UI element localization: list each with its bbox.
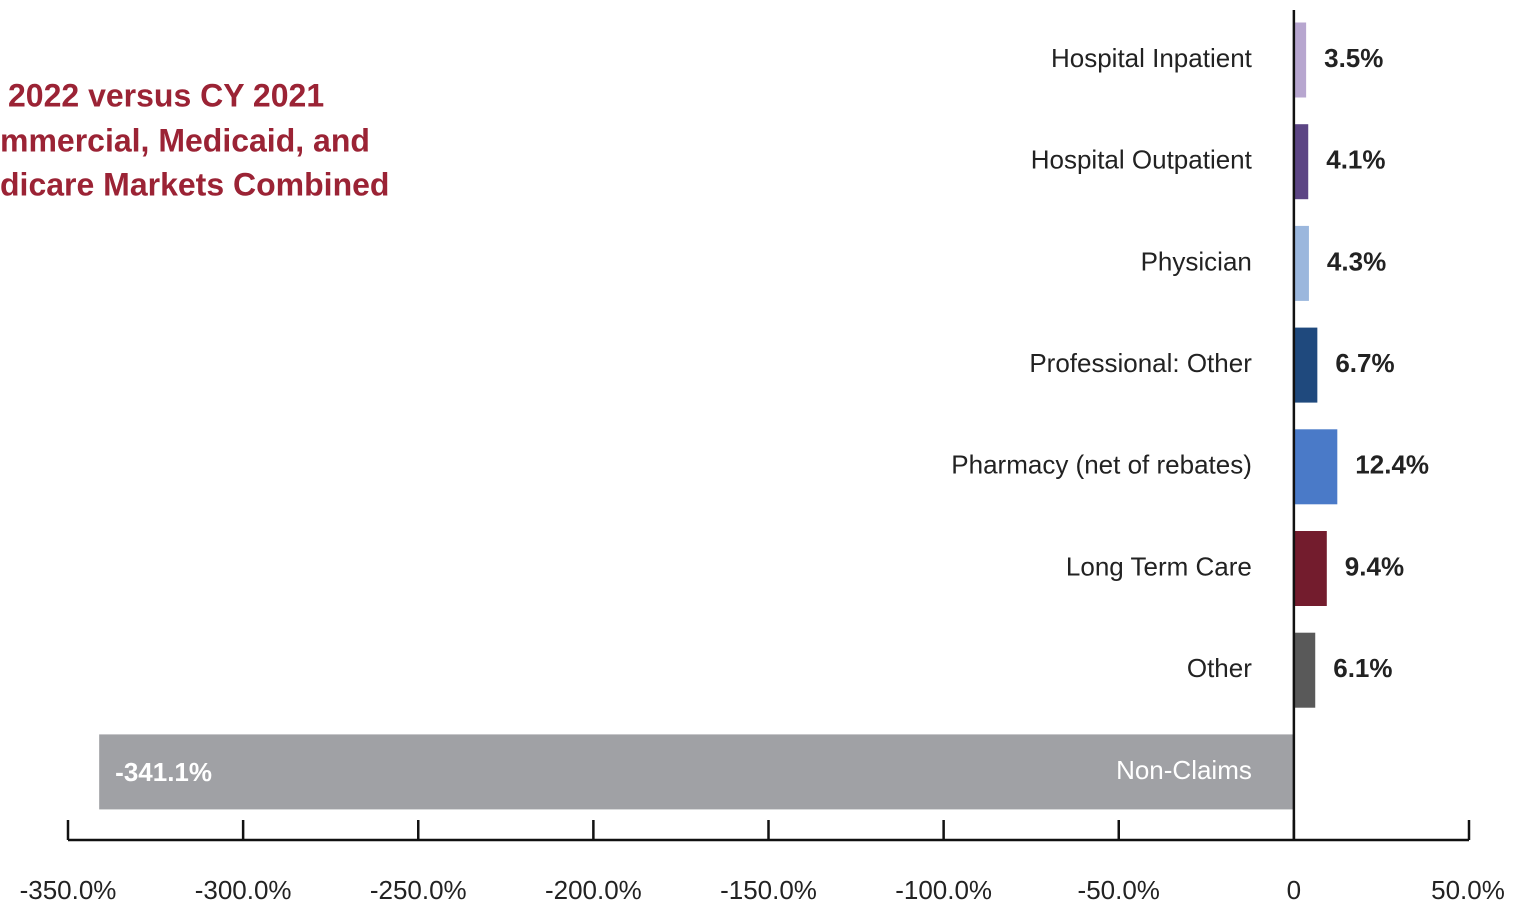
value-label: 3.5%: [1324, 43, 1383, 73]
x-tick-label: -50.0%: [1078, 875, 1160, 905]
value-label: 12.4%: [1355, 450, 1429, 480]
category-label: Hospital Inpatient: [1051, 43, 1253, 73]
x-tick-label: -300.0%: [195, 875, 292, 905]
category-label: Non-Claims: [1116, 755, 1252, 785]
chart-title: 2022 versus CY 2021: [8, 77, 324, 113]
value-label: 4.3%: [1327, 246, 1386, 276]
x-tick-label: 50.0%: [1431, 875, 1505, 905]
value-label: -341.1%: [115, 757, 212, 787]
value-label: 4.1%: [1326, 145, 1385, 175]
bar: [1293, 531, 1327, 606]
x-tick-label: 0: [1287, 875, 1301, 905]
bar: [99, 734, 1294, 810]
x-tick-label: -150.0%: [720, 875, 817, 905]
bar: [1293, 124, 1309, 200]
x-tick-label: -250.0%: [370, 875, 467, 905]
bar: [1293, 429, 1338, 505]
category-label: Long Term Care: [1066, 551, 1252, 581]
chart-title: mmercial, Medicaid, and: [0, 122, 370, 158]
bar: [1293, 225, 1309, 301]
x-tick-label: -100.0%: [895, 875, 992, 905]
category-label: Pharmacy (net of rebates): [951, 450, 1252, 480]
bar: [1293, 327, 1318, 403]
category-label: Other: [1187, 653, 1252, 683]
value-label: 6.1%: [1333, 653, 1392, 683]
value-label: 9.4%: [1345, 551, 1404, 581]
x-tick-label: -200.0%: [545, 875, 642, 905]
category-label: Hospital Outpatient: [1031, 145, 1253, 175]
x-tick-label: -350.0%: [20, 875, 117, 905]
chart-title: dicare Markets Combined: [0, 166, 389, 202]
bar: [1293, 632, 1316, 708]
bar: [1293, 22, 1307, 98]
category-label: Professional: Other: [1029, 348, 1252, 378]
value-label: 6.7%: [1335, 348, 1394, 378]
category-label: Physician: [1141, 246, 1252, 276]
